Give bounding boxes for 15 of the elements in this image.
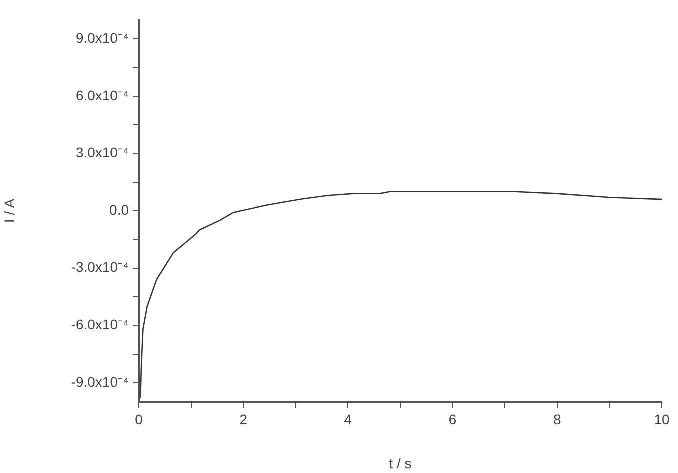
y-tick-label: -9.0x10⁻⁴ <box>71 374 129 390</box>
x-tick-label: 10 <box>654 411 670 428</box>
y-tick-label: 6.0x10⁻⁴ <box>76 87 129 104</box>
y-axis-title: I / A <box>1 198 18 224</box>
x-axis-title: t / s <box>389 455 412 472</box>
x-tick-label: 0 <box>135 411 144 428</box>
x-tick-label: 6 <box>448 411 457 428</box>
x-tick-label: 4 <box>344 411 352 428</box>
x-tick-label: 8 <box>554 411 562 428</box>
y-tick-label: -6.0x10⁻⁴ <box>71 316 129 332</box>
y-tick-label: 9.0x10⁻⁴ <box>76 30 129 46</box>
x-tick-label: 2 <box>240 411 248 428</box>
y-tick-label: 0.0 <box>110 202 130 218</box>
y-tick-label: -3.0x10⁻⁴ <box>71 259 129 276</box>
y-tick-label: 3.0x10⁻⁴ <box>76 144 129 161</box>
